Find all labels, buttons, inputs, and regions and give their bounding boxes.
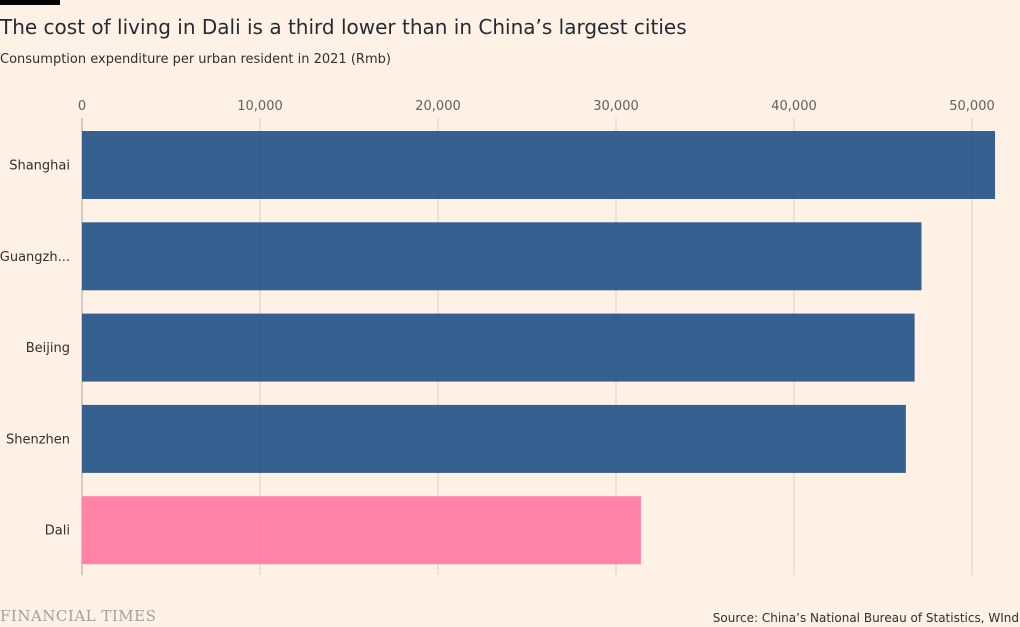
bar-shanghai <box>82 131 996 199</box>
bar-beijing <box>82 313 915 382</box>
top-rule <box>0 0 60 5</box>
category-label: Shanghai <box>9 159 70 174</box>
x-tick-label: 20,000 <box>415 99 461 114</box>
chart-subtitle: Consumption expenditure per urban reside… <box>0 52 391 67</box>
ft-logo: FINANCIAL TIMES <box>0 607 157 625</box>
chart-title: The cost of living in Dali is a third lo… <box>0 15 687 39</box>
category-label: Shenzhen <box>6 432 70 447</box>
x-tick-label: 0 <box>78 99 86 114</box>
bar-guangzh <box>82 222 922 291</box>
x-tick-label: 40,000 <box>771 99 817 114</box>
category-label: Beijing <box>26 341 70 356</box>
x-tick-label: 10,000 <box>237 99 283 114</box>
category-label: Guangzh... <box>0 250 70 265</box>
category-labels: Shanghai Guangzh... Beijing Shenzhen Dali <box>0 159 70 539</box>
x-tick-label: 30,000 <box>593 99 639 114</box>
x-axis-ticks: 0 10,000 20,000 30,000 40,000 50,000 <box>78 99 995 114</box>
bars <box>82 131 996 565</box>
source-note: Source: China’s National Bureau of Stati… <box>712 611 1019 625</box>
category-label: Dali <box>45 524 70 539</box>
x-tick-label: 50,000 <box>949 99 995 114</box>
bar-dali <box>82 496 641 565</box>
bar-shenzhen <box>82 404 906 473</box>
